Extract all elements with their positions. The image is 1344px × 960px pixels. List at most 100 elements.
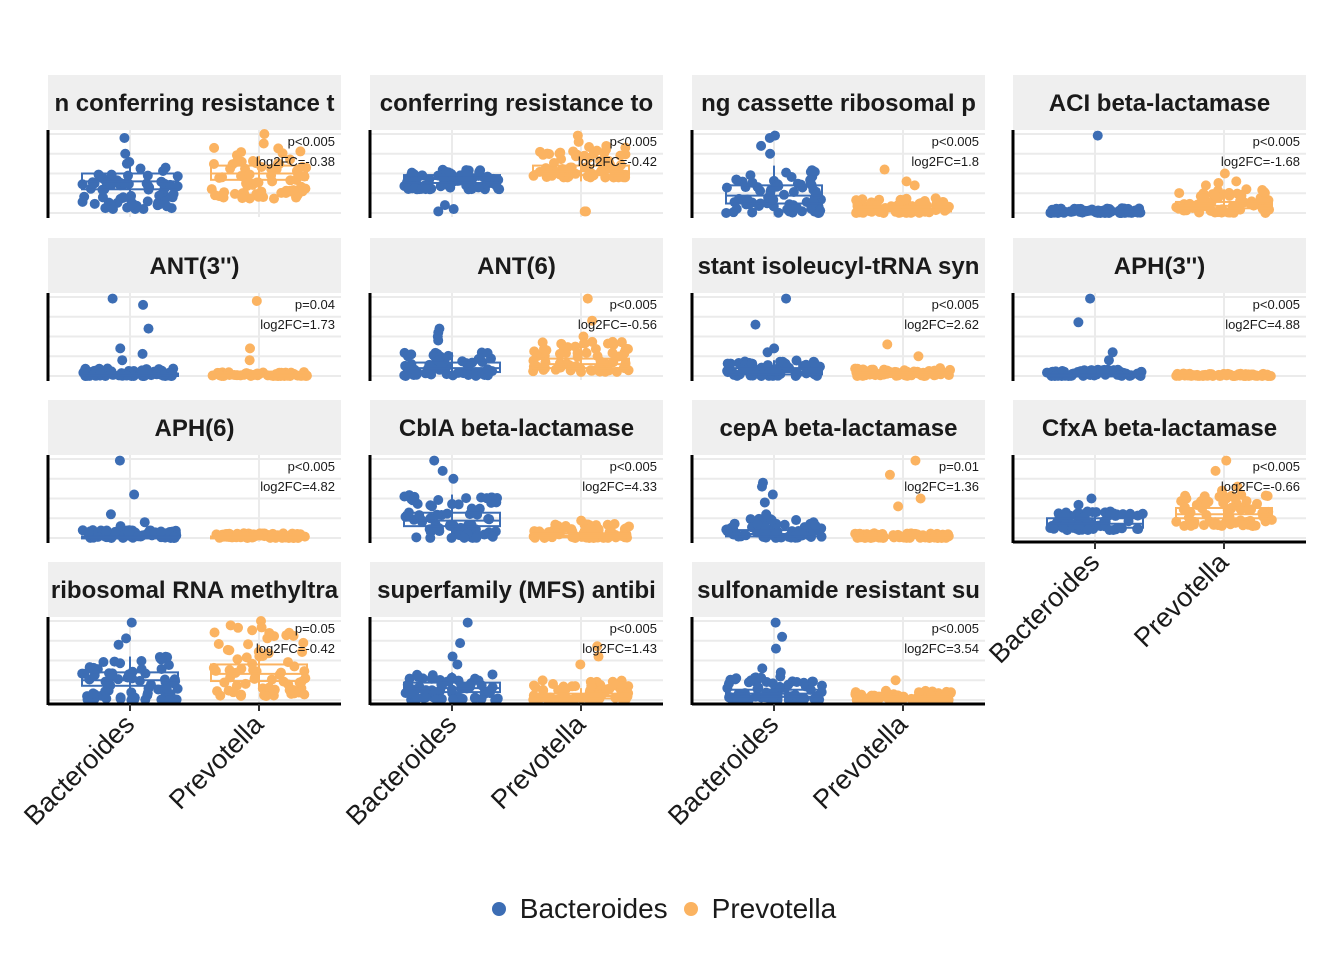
- outlier-point: [1216, 485, 1227, 496]
- x-tick-label: Prevotella: [807, 708, 914, 815]
- facet-strip: [370, 238, 663, 293]
- outlier-point: [429, 455, 440, 466]
- data-point: [492, 694, 503, 705]
- p-value-label: p<0.005: [610, 297, 657, 312]
- data-point: [1082, 524, 1093, 535]
- facet-strip: [48, 400, 341, 455]
- data-point: [297, 646, 308, 657]
- data-point: [742, 194, 753, 205]
- log2fc-label: log2FC=1.73: [260, 317, 335, 332]
- data-point: [412, 671, 423, 682]
- outlier-point: [1200, 180, 1211, 191]
- data-point: [426, 673, 437, 684]
- data-point: [266, 674, 277, 685]
- outlier-point: [1103, 355, 1114, 366]
- data-point: [119, 178, 130, 189]
- data-point: [1235, 189, 1246, 200]
- data-point: [101, 525, 112, 536]
- data-point: [298, 637, 309, 648]
- data-point: [253, 646, 264, 657]
- outlier-point: [258, 138, 269, 149]
- data-point: [89, 198, 100, 209]
- facet-panel: superfamily (MFS) antibi p<0.005 log2FC=1.…: [340, 562, 663, 831]
- outlier-point: [448, 473, 459, 484]
- outlier-point: [901, 176, 912, 187]
- data-point: [404, 673, 415, 684]
- facet-strip: [370, 75, 663, 130]
- data-point: [1185, 520, 1196, 531]
- outlier-point: [582, 293, 593, 304]
- data-point: [142, 180, 153, 191]
- data-point: [570, 151, 581, 162]
- data-point: [773, 207, 784, 218]
- x-tick-label: Prevotella: [1128, 546, 1235, 653]
- data-point: [106, 169, 117, 180]
- facet-title: ACI beta-lactamase: [1049, 90, 1270, 117]
- p-value-label: p<0.005: [610, 621, 657, 636]
- data-point: [747, 207, 758, 218]
- box-body: [725, 184, 823, 205]
- log2fc-label: log2FC=4.82: [260, 479, 335, 494]
- data-point: [740, 530, 751, 541]
- outlier-point: [893, 501, 904, 512]
- data-point: [620, 142, 631, 153]
- data-point: [788, 186, 799, 197]
- data-point: [1260, 490, 1271, 501]
- facet-strip: [692, 75, 985, 130]
- outlier-point: [120, 148, 131, 159]
- data-point: [142, 196, 153, 207]
- data-point: [406, 167, 417, 178]
- data-point: [538, 149, 549, 160]
- data-point: [471, 532, 482, 543]
- data-point: [585, 676, 596, 687]
- facet-title: APH(3''): [1114, 253, 1205, 280]
- log2fc-label: log2FC=4.88: [1225, 317, 1300, 332]
- data-point: [126, 190, 137, 201]
- x-tick-label: Bacteroides: [662, 709, 784, 831]
- outlier-point: [579, 206, 590, 217]
- facet-title: n conferring resistance t: [54, 90, 334, 117]
- outlier-point: [251, 295, 262, 306]
- outlier-point: [913, 351, 924, 362]
- data-point: [537, 684, 548, 695]
- data-point: [938, 197, 949, 208]
- data-point: [786, 171, 797, 182]
- data-point: [930, 193, 941, 204]
- log2fc-label: log2FC=1.43: [582, 641, 657, 656]
- log2fc-label: log2FC=-0.66: [1221, 479, 1300, 494]
- outlier-point: [448, 204, 459, 215]
- data-point: [746, 358, 757, 369]
- outlier-point: [139, 517, 150, 528]
- p-value-label: p<0.005: [932, 297, 979, 312]
- x-tick-label: Bacteroides: [340, 709, 462, 831]
- data-point: [288, 630, 299, 641]
- data-point: [461, 493, 472, 504]
- data-point: [164, 694, 175, 705]
- outlier-point: [256, 616, 267, 626]
- p-value-label: p=0.05: [295, 621, 335, 636]
- facet-panel: ACI beta-lactamase p<0.005 log2FC=-1.68: [1011, 75, 1306, 218]
- data-point: [871, 200, 882, 211]
- data-point: [1048, 523, 1059, 534]
- outlier-point: [1221, 455, 1232, 466]
- outlier-point: [244, 355, 255, 366]
- outlier-point: [115, 521, 126, 532]
- data-point: [154, 199, 165, 210]
- data-point: [127, 198, 138, 209]
- data-point: [156, 694, 167, 705]
- data-point: [579, 150, 590, 161]
- outlier-point: [757, 663, 768, 674]
- facet-title: cepA beta-lactamase: [720, 415, 958, 442]
- data-point: [115, 658, 126, 669]
- data-point: [97, 192, 108, 203]
- data-point: [915, 198, 926, 209]
- data-point: [457, 356, 468, 367]
- data-point: [163, 660, 174, 671]
- log2fc-label: log2FC=4.33: [582, 479, 657, 494]
- data-point: [127, 691, 138, 702]
- outlier-point: [119, 132, 130, 143]
- data-point: [219, 677, 230, 688]
- data-point: [417, 516, 428, 527]
- data-point: [607, 347, 618, 358]
